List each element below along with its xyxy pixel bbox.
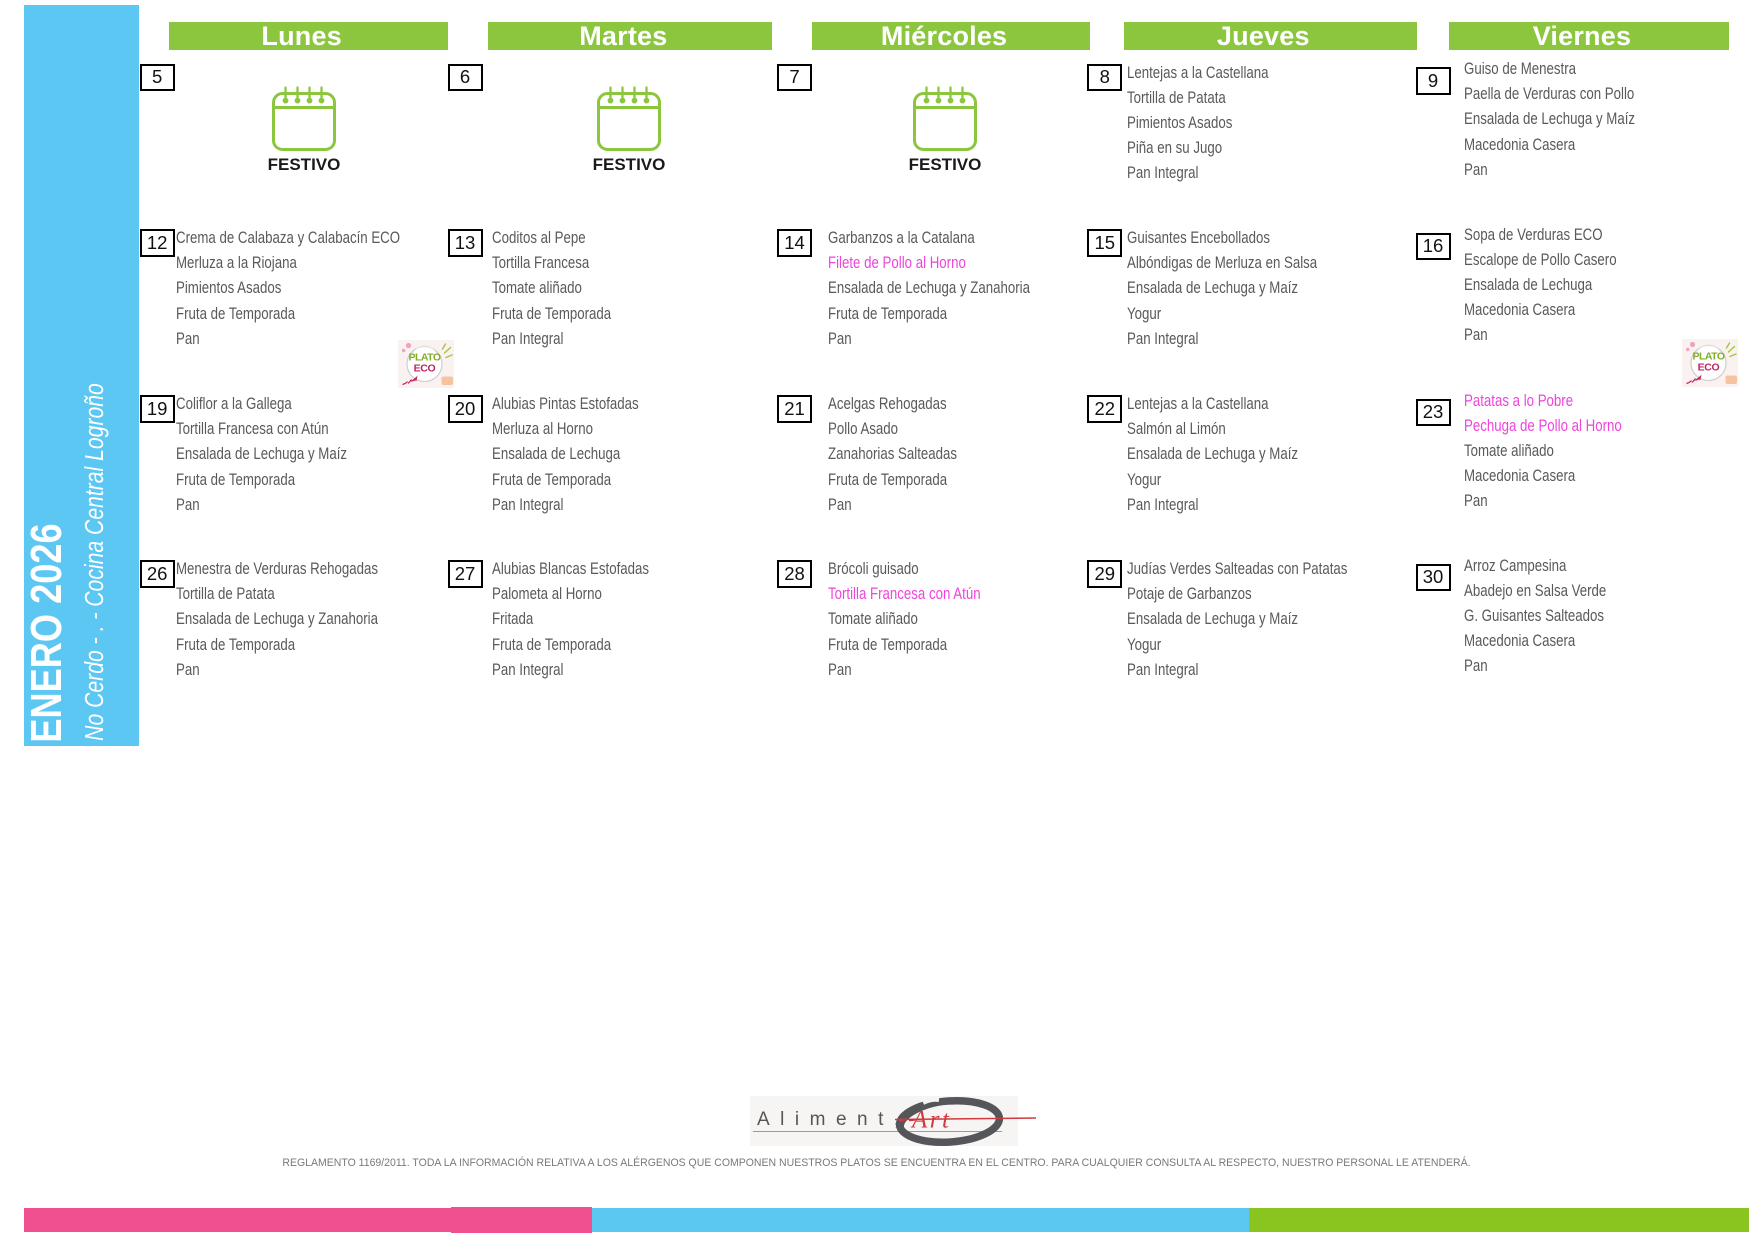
svg-text:PLATO: PLATO: [1692, 351, 1724, 363]
svg-text:ECO: ECO: [414, 363, 436, 375]
svg-text:Art: Art: [910, 1107, 951, 1134]
svg-text:PLATO: PLATO: [408, 352, 440, 364]
svg-text:ECO: ECO: [1698, 362, 1720, 374]
